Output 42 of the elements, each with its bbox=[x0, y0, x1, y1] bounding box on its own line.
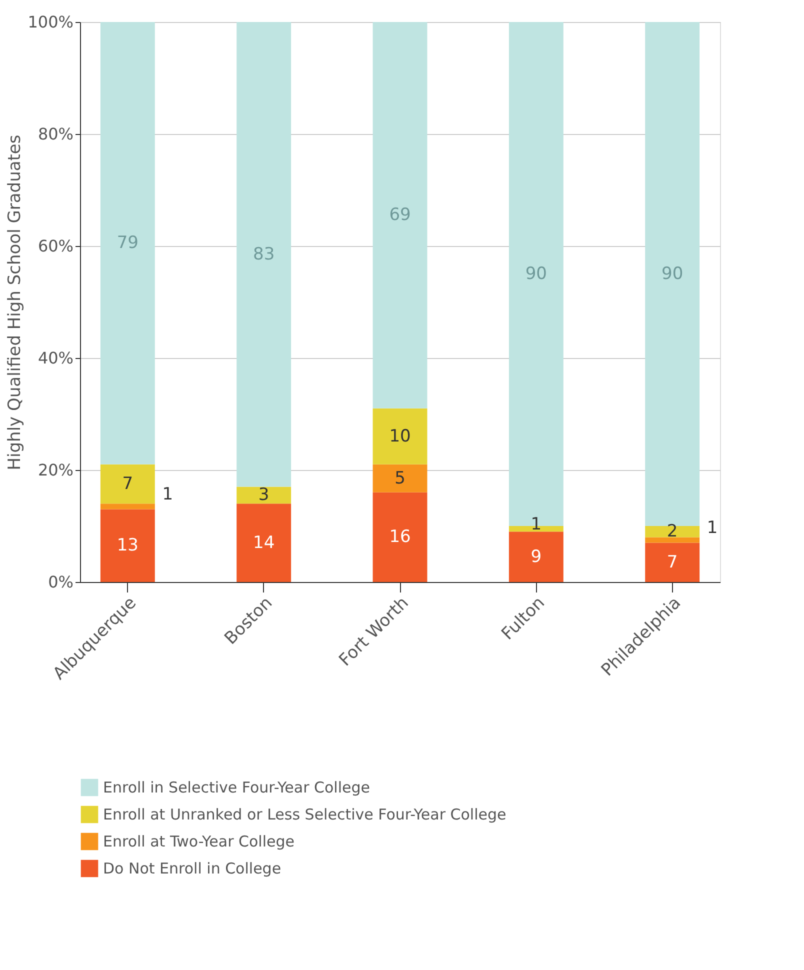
data-label: 3 bbox=[258, 485, 270, 506]
bar bbox=[100, 22, 155, 464]
y-tick-label: 60% bbox=[38, 236, 74, 256]
bar bbox=[372, 464, 428, 492]
y-tick-label: 40% bbox=[38, 348, 74, 368]
bar bbox=[372, 492, 428, 582]
data-label: 14 bbox=[253, 532, 275, 553]
y-tick-label: 0% bbox=[48, 572, 74, 592]
legend-label: Enroll at Two-Year College bbox=[103, 832, 294, 850]
data-label: 13 bbox=[116, 536, 138, 556]
data-label: 83 bbox=[253, 244, 275, 264]
data-label: 16 bbox=[389, 527, 411, 548]
y-tick-label: 20% bbox=[38, 460, 74, 480]
y-tick-label: 80% bbox=[38, 124, 74, 144]
bar bbox=[372, 22, 428, 408]
bar bbox=[236, 504, 292, 582]
bar bbox=[100, 464, 155, 504]
data-label: 5 bbox=[394, 468, 406, 488]
bar bbox=[372, 408, 428, 464]
data-label: 90 bbox=[662, 264, 684, 284]
legend-label: Do Not Enroll in College bbox=[103, 860, 282, 878]
bar bbox=[100, 504, 155, 510]
data-label: 7 bbox=[122, 474, 134, 494]
data-label: 10 bbox=[389, 426, 411, 446]
y-axis-title: Highly Qualified High School Graduates bbox=[4, 134, 25, 470]
data-label: 1 bbox=[162, 484, 174, 504]
data-label: 79 bbox=[116, 233, 138, 254]
data-label: 9 bbox=[530, 546, 542, 567]
bar bbox=[508, 532, 564, 582]
data-label: 7 bbox=[666, 552, 678, 572]
bar bbox=[100, 509, 155, 582]
legend-label: Enroll in Selective Four-Year College bbox=[103, 778, 370, 796]
bar bbox=[645, 542, 700, 582]
bar bbox=[236, 22, 292, 487]
y-tick-label: 100% bbox=[28, 12, 74, 32]
data-label: 2 bbox=[666, 522, 678, 542]
data-label: 1 bbox=[706, 518, 718, 538]
data-label: 90 bbox=[525, 264, 547, 284]
bar bbox=[236, 486, 292, 504]
legend-label: Enroll at Unranked or Less Selective Four-Year College bbox=[103, 806, 506, 824]
data-label: 69 bbox=[389, 205, 411, 226]
bar bbox=[645, 537, 700, 543]
